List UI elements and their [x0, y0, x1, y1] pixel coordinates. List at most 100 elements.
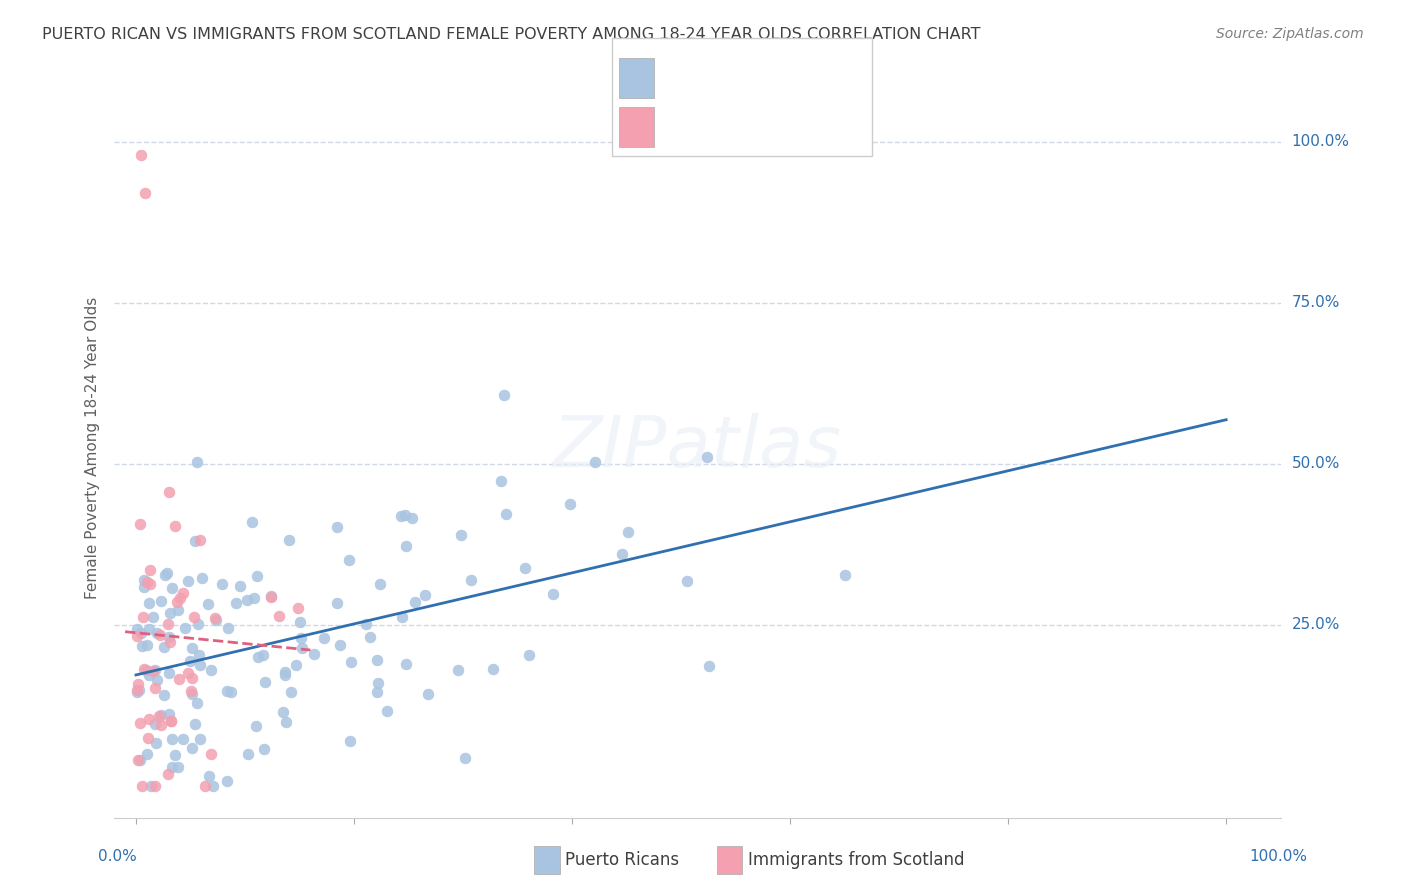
Point	[340, 656, 363, 670]
Point	[187, 617, 209, 632]
Point	[139, 563, 162, 577]
Point	[194, 779, 217, 793]
Point	[138, 712, 160, 726]
Point	[159, 606, 181, 620]
Point	[166, 595, 188, 609]
Point	[131, 779, 153, 793]
Point	[167, 760, 190, 774]
Point	[404, 595, 426, 609]
Point	[280, 685, 302, 699]
Point	[139, 779, 162, 793]
Point	[135, 638, 157, 652]
Text: PUERTO RICAN VS IMMIGRANTS FROM SCOTLAND FEMALE POVERTY AMONG 18-24 YEAR OLDS CO: PUERTO RICAN VS IMMIGRANTS FROM SCOTLAND…	[42, 27, 980, 42]
Text: ZIPatlas: ZIPatlas	[553, 413, 842, 483]
Point	[167, 672, 190, 686]
Point	[142, 665, 165, 679]
Point	[325, 596, 347, 610]
Point	[179, 654, 201, 668]
Point	[401, 510, 423, 524]
Point	[186, 455, 208, 469]
Point	[149, 708, 172, 723]
Point	[134, 662, 156, 676]
Point	[274, 665, 297, 679]
Point	[314, 632, 336, 646]
Point	[269, 608, 291, 623]
Point	[201, 779, 224, 793]
Point	[339, 734, 361, 748]
Point	[181, 640, 204, 655]
Point	[489, 474, 512, 488]
Point	[395, 657, 418, 671]
Point	[125, 623, 148, 637]
Point	[127, 683, 149, 698]
Point	[225, 596, 247, 610]
Point	[128, 716, 150, 731]
Point	[190, 571, 212, 585]
Y-axis label: Female Poverty Among 18-24 Year Olds: Female Poverty Among 18-24 Year Olds	[86, 296, 100, 599]
Point	[183, 609, 205, 624]
Point	[127, 753, 149, 767]
Point	[541, 587, 564, 601]
Point	[368, 576, 391, 591]
Point	[136, 747, 159, 762]
Point	[617, 524, 640, 539]
Point	[156, 617, 179, 632]
Point	[162, 732, 184, 747]
Point	[134, 186, 156, 201]
Point	[138, 667, 160, 681]
Point	[217, 684, 239, 698]
Point	[460, 573, 482, 587]
Point	[395, 539, 418, 553]
Point	[236, 747, 259, 761]
Point	[142, 610, 165, 624]
Point	[138, 731, 160, 746]
Point	[366, 685, 388, 699]
Point	[676, 574, 699, 588]
Point	[138, 622, 160, 636]
Point	[181, 671, 204, 685]
Point	[356, 616, 378, 631]
Point	[447, 663, 470, 677]
Point	[186, 696, 208, 710]
Text: 100.0%: 100.0%	[1292, 135, 1350, 149]
Point	[495, 508, 517, 522]
Point	[391, 609, 413, 624]
Point	[187, 648, 209, 662]
Point	[132, 573, 155, 587]
Point	[339, 552, 361, 566]
Point	[517, 648, 540, 663]
Point	[146, 673, 169, 688]
Point	[163, 748, 186, 763]
Point	[200, 747, 222, 761]
Point	[188, 732, 211, 747]
Point	[129, 753, 152, 767]
Point	[326, 520, 349, 534]
Point	[145, 681, 167, 695]
Point	[413, 588, 436, 602]
Point	[177, 665, 200, 680]
Point	[389, 509, 412, 524]
Point	[240, 515, 263, 529]
Point	[131, 147, 153, 161]
Point	[157, 706, 180, 721]
Point	[145, 736, 167, 750]
Point	[132, 610, 155, 624]
Point	[127, 676, 149, 690]
Point	[515, 561, 537, 575]
Point	[167, 603, 190, 617]
Point	[160, 581, 183, 595]
Point	[367, 676, 389, 690]
Point	[127, 685, 149, 699]
Point	[132, 580, 155, 594]
Point	[149, 594, 172, 608]
Point	[253, 742, 276, 756]
Point	[278, 533, 301, 547]
Text: 25.0%: 25.0%	[1292, 617, 1340, 632]
Point	[290, 631, 312, 645]
Point	[181, 687, 204, 701]
Point	[204, 611, 226, 625]
Point	[243, 591, 266, 605]
Point	[188, 533, 211, 547]
Point	[394, 508, 416, 522]
Text: 0.0%: 0.0%	[98, 849, 138, 863]
